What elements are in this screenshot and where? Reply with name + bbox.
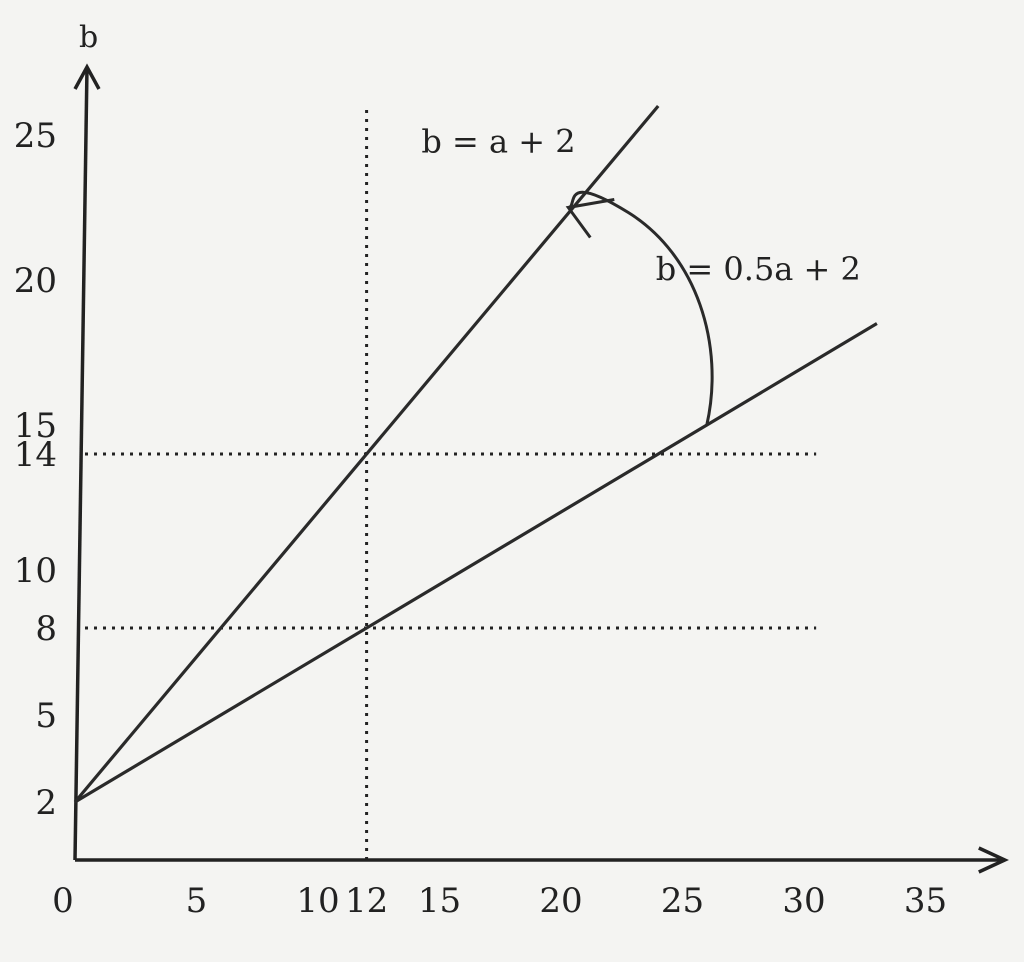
y-tick-label: 10 (14, 551, 57, 591)
series-line-1 (73, 104, 660, 804)
x-tick-label: 15 (418, 881, 461, 921)
y-tick-label: 14 (14, 435, 57, 475)
series-lines: b = a + 2 b = 0.5a + 2 (73, 104, 878, 804)
x-tick-label: 30 (782, 881, 825, 921)
y-tick-label: 25 (14, 116, 57, 156)
x-axis-arrowhead (978, 846, 1009, 874)
y-axis (73, 66, 89, 861)
y-axis-label: b (79, 20, 98, 55)
x-tick-label: 10 (296, 881, 339, 921)
curved-arrow (567, 190, 714, 426)
x-tick-label: 12 (345, 881, 388, 921)
y-tick-label: 5 (35, 696, 57, 736)
reference-lines (85, 106, 817, 860)
x-tick-labels: 0 5 10 12 15 20 25 30 35 (52, 881, 947, 921)
x-tick-label: 20 (539, 881, 582, 921)
x-tick-label: 0 (52, 881, 74, 921)
x-tick-label: 35 (904, 881, 947, 921)
x-tick-label: 25 (661, 881, 704, 921)
series-line-2 (74, 322, 878, 804)
curved-arrow-head (565, 198, 615, 239)
series-label: b = a + 2 (421, 122, 575, 160)
series-label: b = 0.5a + 2 (656, 250, 861, 288)
y-tick-label: 20 (14, 261, 57, 301)
y-tick-label: 2 (35, 783, 57, 823)
x-tick-label: 5 (186, 881, 208, 921)
y-axis-arrowhead (73, 63, 101, 90)
y-tick-label: 15 (14, 406, 57, 446)
axes: a b (73, 20, 1009, 874)
rotation-arrow (565, 190, 714, 426)
y-tick-label: 8 (35, 609, 57, 649)
